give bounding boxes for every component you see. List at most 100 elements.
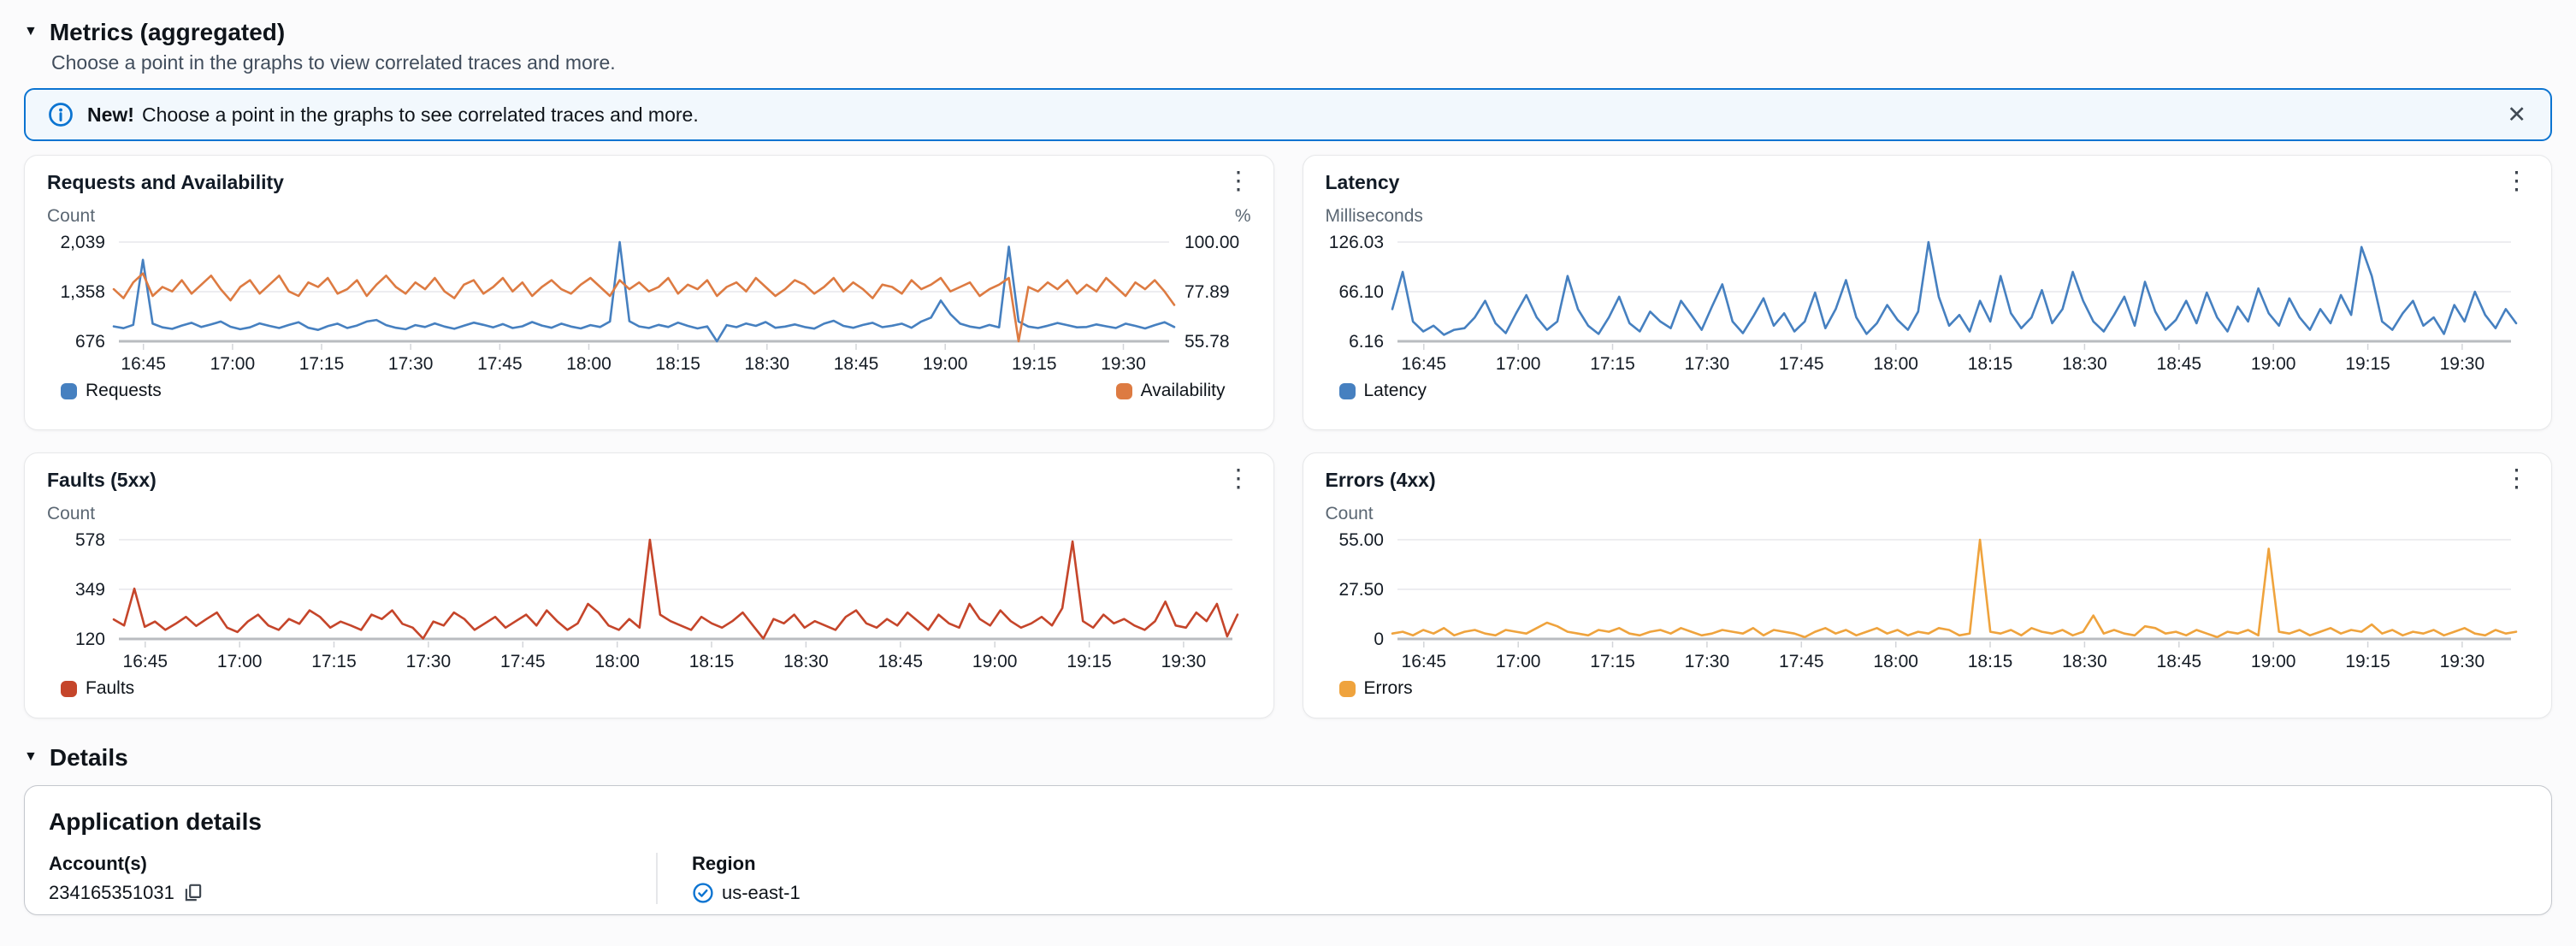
legend-item-faults[interactable]: Faults xyxy=(61,678,134,699)
chart-plot-area[interactable]: 16:45 17:00 17:15 17:30 17:45 18:00 18:15 18:30… xyxy=(1320,233,2535,381)
svg-text:17:30: 17:30 xyxy=(406,652,452,671)
svg-text:18:45: 18:45 xyxy=(2156,354,2201,374)
metrics-section-header[interactable]: ▼ Metrics (aggregated) xyxy=(24,19,2552,46)
svg-text:100.00: 100.00 xyxy=(1185,234,1239,252)
metrics-section-subtitle: Choose a point in the graphs to view cor… xyxy=(51,51,616,74)
svg-text:18:00: 18:00 xyxy=(594,652,640,671)
charts-grid: Requests and Availability ⋮ Count % 16:4… xyxy=(24,155,2552,718)
svg-text:18:15: 18:15 xyxy=(689,652,735,671)
svg-text:18:00: 18:00 xyxy=(566,354,612,374)
svg-text:0: 0 xyxy=(1374,630,1384,649)
svg-text:17:15: 17:15 xyxy=(1590,354,1635,374)
chart-menu-kebab-icon[interactable]: ⋮ xyxy=(2499,467,2534,492)
svg-text:18:30: 18:30 xyxy=(2062,354,2107,374)
chart-svg: 16:45 17:00 17:15 17:30 17:45 18:00 18:15 18:30… xyxy=(1328,233,2517,374)
svg-text:66.10: 66.10 xyxy=(1338,282,1384,302)
chart-title: Latency xyxy=(1325,171,1400,193)
svg-text:19:00: 19:00 xyxy=(2250,652,2295,671)
chart-title: Errors (4xx) xyxy=(1325,469,1436,491)
banner-badge: New! xyxy=(87,103,134,126)
application-details-title: Application details xyxy=(49,808,262,835)
chart-legend: Latency xyxy=(1320,381,2535,401)
region-field: Region us-east-1 xyxy=(658,853,801,904)
y-axis-left-unit-label: Count xyxy=(47,504,96,523)
svg-text:19:30: 19:30 xyxy=(2439,354,2484,374)
svg-text:55.78: 55.78 xyxy=(1185,332,1230,352)
y-axis-left-unit-label: Count xyxy=(47,206,96,226)
banner-text: Choose a point in the graphs to see corr… xyxy=(141,103,699,126)
chart-menu-kebab-icon[interactable]: ⋮ xyxy=(1221,169,1256,194)
svg-text:17:30: 17:30 xyxy=(388,354,434,374)
legend-item-availability[interactable]: Availability xyxy=(1115,381,1226,401)
svg-text:6.16: 6.16 xyxy=(1349,332,1384,352)
info-banner: New! Choose a point in the graphs to see… xyxy=(24,88,2552,141)
svg-text:18:00: 18:00 xyxy=(1873,652,1918,671)
chart-plot-area[interactable]: 16:45 17:00 17:15 17:30 17:45 18:00 18:15 18:30… xyxy=(1320,530,2535,678)
accounts-value: 234165351031 xyxy=(49,882,174,903)
legend-color-chip xyxy=(61,680,77,697)
y-axis-right-unit-label: % xyxy=(1234,206,1251,226)
legend-color-chip xyxy=(1338,382,1356,399)
chart-legend: Requests Availability xyxy=(42,381,1256,401)
chart-plot-area[interactable]: 16:45 17:00 17:15 17:30 17:45 18:00 18:15 18:30… xyxy=(42,530,1256,678)
svg-text:17:00: 17:00 xyxy=(1495,652,1540,671)
svg-text:16:45: 16:45 xyxy=(123,652,168,671)
svg-text:17:00: 17:00 xyxy=(1495,354,1540,374)
chart-svg: 16:45 17:00 17:15 17:30 17:45 18:00 18:15 18:30… xyxy=(1338,530,2517,671)
y-axis-left-unit-label: Count xyxy=(1325,504,1374,523)
svg-text:17:30: 17:30 xyxy=(1684,652,1729,671)
svg-text:17:45: 17:45 xyxy=(477,354,523,374)
chart-card-requests-availability: Requests and Availability ⋮ Count % 16:4… xyxy=(24,155,1274,430)
svg-text:17:15: 17:15 xyxy=(1590,652,1635,671)
svg-text:18:30: 18:30 xyxy=(745,354,790,374)
legend-label: Availability xyxy=(1140,381,1226,400)
details-section-header[interactable]: ▼ Details xyxy=(24,744,2552,772)
svg-text:19:00: 19:00 xyxy=(972,652,1018,671)
chart-title: Requests and Availability xyxy=(47,171,284,193)
svg-text:578: 578 xyxy=(75,531,105,550)
chart-svg: 16:45 17:00 17:15 17:30 17:45 18:00 18:15 18:30… xyxy=(60,233,1239,374)
application-details-card: Application details Account(s) 234165351… xyxy=(24,785,2552,915)
svg-text:19:30: 19:30 xyxy=(2439,652,2484,671)
svg-text:18:00: 18:00 xyxy=(1873,354,1918,374)
collapse-triangle-icon: ▼ xyxy=(24,24,38,38)
legend-item-requests[interactable]: Requests xyxy=(61,381,162,401)
region-value: us-east-1 xyxy=(722,882,801,903)
svg-text:17:00: 17:00 xyxy=(217,652,263,671)
svg-text:27.50: 27.50 xyxy=(1338,580,1384,600)
svg-text:18:45: 18:45 xyxy=(2156,652,2201,671)
close-icon[interactable]: ✕ xyxy=(2507,101,2526,127)
chart-svg: 16:45 17:00 17:15 17:30 17:45 18:00 18:15 18:30… xyxy=(75,530,1239,671)
svg-text:77.89: 77.89 xyxy=(1185,282,1230,302)
svg-text:18:15: 18:15 xyxy=(1967,354,2012,374)
chart-title: Faults (5xx) xyxy=(47,469,157,491)
svg-text:2,039: 2,039 xyxy=(60,234,105,252)
y-axis-left-unit-label: Milliseconds xyxy=(1325,206,1423,226)
svg-text:17:15: 17:15 xyxy=(311,652,357,671)
svg-text:19:15: 19:15 xyxy=(2345,652,2390,671)
svg-text:19:15: 19:15 xyxy=(2345,354,2390,374)
legend-color-chip xyxy=(1115,382,1132,399)
svg-text:18:15: 18:15 xyxy=(655,354,700,374)
svg-text:17:45: 17:45 xyxy=(1779,354,1824,374)
copy-icon[interactable] xyxy=(182,882,204,904)
svg-text:120: 120 xyxy=(75,630,105,649)
chart-menu-kebab-icon[interactable]: ⋮ xyxy=(2499,169,2534,194)
chart-menu-kebab-icon[interactable]: ⋮ xyxy=(1221,467,1256,492)
region-label: Region xyxy=(692,853,756,874)
svg-text:676: 676 xyxy=(75,332,105,352)
svg-text:17:45: 17:45 xyxy=(1779,652,1824,671)
accounts-label: Account(s) xyxy=(49,853,147,874)
legend-color-chip xyxy=(1338,680,1356,697)
svg-text:16:45: 16:45 xyxy=(1401,652,1446,671)
svg-text:18:30: 18:30 xyxy=(2062,652,2107,671)
legend-item-latency[interactable]: Latency xyxy=(1338,381,1427,401)
chart-card-latency: Latency ⋮ Milliseconds 16:45 17:00 17:15 17… xyxy=(1302,155,2552,430)
chart-plot-area[interactable]: 16:45 17:00 17:15 17:30 17:45 18:00 18:15 18:30… xyxy=(42,233,1256,381)
chart-card-faults: Faults (5xx) ⋮ Count 16:45 17:00 17:15 17:3… xyxy=(24,452,1274,718)
chart-legend: Errors xyxy=(1320,678,2535,699)
info-icon xyxy=(48,102,74,127)
svg-text:19:00: 19:00 xyxy=(923,354,968,374)
legend-item-errors[interactable]: Errors xyxy=(1338,678,1413,699)
svg-text:349: 349 xyxy=(75,580,105,600)
